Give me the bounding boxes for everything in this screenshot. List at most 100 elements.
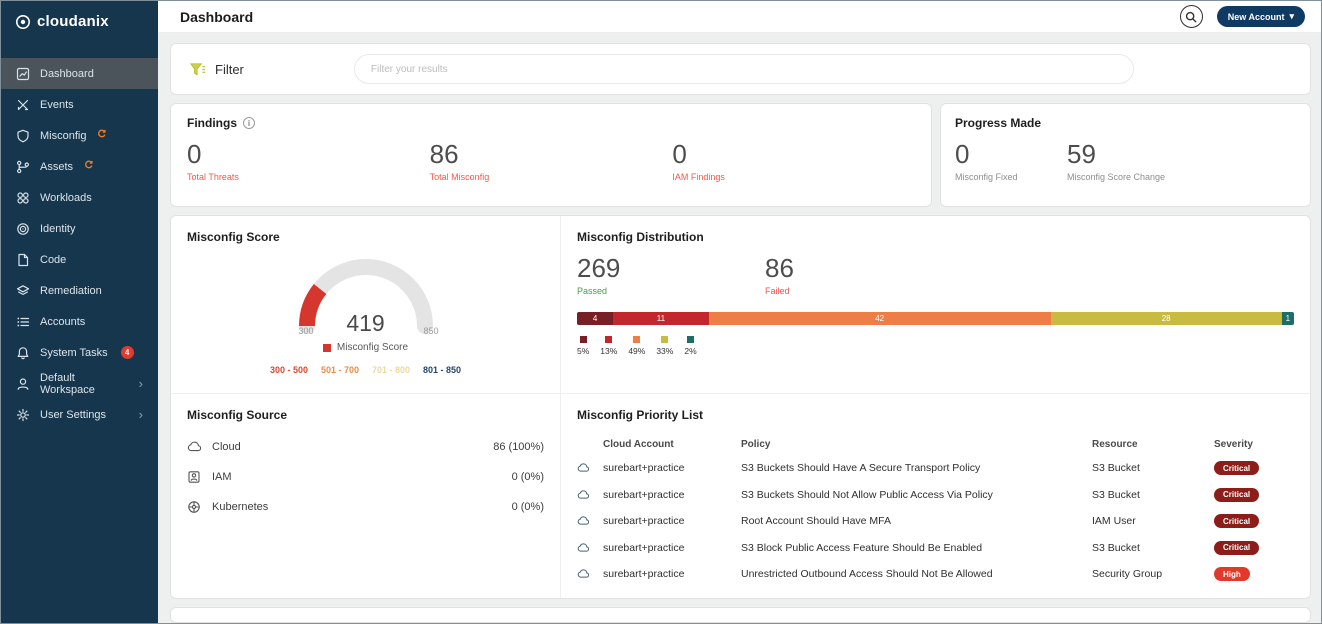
cell-resource: S3 Bucket — [1092, 462, 1140, 475]
misconfig-score-gauge: 300 419 850 — [291, 250, 441, 336]
source-label: IAM — [212, 471, 232, 483]
sidebar-item-events[interactable]: Misconfig Events — [1, 89, 158, 120]
table-row[interactable]: surebart+practice S3 Buckets Should Not … — [577, 482, 1294, 509]
metric-misconfig-fixed: 0 Misconfig Fixed — [955, 140, 1067, 183]
filter-input[interactable] — [353, 54, 1134, 84]
fingerprint-icon — [16, 222, 30, 236]
failed-label: Failed — [765, 286, 790, 297]
misconfig-source-panel: Misconfig Source Cloud 86 (100%) IAM 0 (… — [171, 394, 561, 598]
sidebar-item-label: Workloads — [40, 191, 92, 204]
sidebar-item-label: Misconfig — [40, 129, 87, 142]
gauge-max-label: 850 — [423, 326, 439, 336]
metric-score-change: 59 Misconfig Score Change — [1067, 140, 1179, 183]
legend-item: 13% — [600, 336, 617, 356]
new-account-button[interactable]: New Account ▾ — [1216, 6, 1305, 27]
legend-swatch — [579, 336, 587, 344]
sidebar-item-user-settings[interactable]: User Settings › — [1, 399, 158, 430]
priority-table-header: Cloud Account Policy Resource Severity — [577, 433, 1294, 455]
severity-badge: High — [1214, 567, 1250, 582]
sidebar-item-label: Accounts — [40, 315, 86, 328]
chevron-right-icon: › — [138, 407, 143, 422]
brand-name: cloudanix — [37, 13, 109, 30]
cloud-icon — [187, 440, 203, 454]
legend-swatch — [686, 336, 694, 344]
legend-item: 2% — [684, 336, 697, 356]
dashboard-grid-card: Misconfig Score 300 419 850 Misconfig Sc… — [170, 215, 1311, 599]
cloud-provider-icon — [577, 515, 603, 527]
sidebar-item-identity[interactable]: Identity — [1, 213, 158, 244]
table-row[interactable]: surebart+practice S3 Block Public Access… — [577, 535, 1294, 562]
new-account-label: New Account — [1227, 11, 1285, 22]
legend-swatch — [605, 336, 613, 344]
content: Filter Findings i 0 Total Threats 86 Tot… — [158, 33, 1321, 623]
source-label: Kubernetes — [212, 501, 269, 513]
cell-account: surebart+practice — [603, 568, 685, 581]
gauge-min-label: 300 — [298, 326, 314, 336]
cell-account: surebart+practice — [603, 541, 685, 554]
branch-icon — [16, 160, 30, 174]
sidebar-item-remediation[interactable]: Remediation — [1, 275, 158, 306]
priority-table: Cloud Account Policy Resource Severity s… — [577, 433, 1294, 588]
sidebar-item-label: System Tasks — [40, 346, 108, 359]
sidebar-item-dashboard[interactable]: Dashboard — [1, 58, 158, 89]
funnel-icon — [189, 61, 206, 78]
metric-label: Misconfig Fixed — [955, 172, 1018, 183]
sidebar-item-label: Dashboard — [40, 67, 94, 80]
info-icon[interactable]: i — [243, 117, 255, 129]
progress-card: Progress Made 0 Misconfig Fixed 59 Misco… — [940, 103, 1311, 207]
source-row-iam[interactable]: IAM 0 (0%) — [187, 462, 544, 492]
distribution-legend: 5% 13% 49% 33% 2% — [577, 336, 1294, 356]
source-label: Cloud — [212, 441, 241, 453]
score-ranges: 300 - 500 501 - 700 701 - 800 801 - 850 — [187, 365, 544, 375]
legend-item: 33% — [656, 336, 673, 356]
sidebar-item-misconfig[interactable]: Misconfig — [1, 120, 158, 151]
legend-swatch — [633, 336, 641, 344]
metric-label: Total Misconfig — [429, 172, 490, 183]
cell-resource: S3 Bucket — [1092, 488, 1140, 501]
metric-total-misconfig: 86 Total Misconfig — [429, 139, 673, 183]
cloud-provider-icon — [577, 542, 603, 554]
bar-segment: 1 — [1281, 312, 1294, 326]
score-legend: Misconfig Score — [187, 342, 544, 353]
list-icon — [16, 315, 30, 329]
table-row[interactable]: surebart+practice S3 Buckets Should Have… — [577, 455, 1294, 482]
metric-value: 86 — [429, 139, 459, 169]
findings-card: Findings i 0 Total Threats 86 Total Misc… — [170, 103, 932, 207]
sidebar-item-workloads[interactable]: Workloads — [1, 182, 158, 213]
topbar: Dashboard New Account ▾ — [158, 1, 1321, 33]
sidebar-item-default-workspace[interactable]: Default Workspace › — [1, 368, 158, 399]
sidebar-item-code[interactable]: Code — [1, 244, 158, 275]
table-row[interactable]: surebart+practice Unrestricted Outbound … — [577, 561, 1294, 588]
sidebar-item-system-tasks[interactable]: System Tasks 4 — [1, 337, 158, 368]
misconfig-priority-panel: Misconfig Priority List Cloud Account Po… — [561, 394, 1310, 598]
sidebar-item-accounts[interactable]: Accounts — [1, 306, 158, 337]
cloud-provider-icon — [577, 462, 603, 474]
sidebar-item-assets[interactable]: Assets — [1, 151, 158, 182]
cell-policy: Unrestricted Outbound Access Should Not … — [741, 568, 993, 581]
cell-account: surebart+practice — [603, 488, 685, 501]
metrics-row: Findings i 0 Total Threats 86 Total Misc… — [170, 103, 1311, 207]
kubernetes-icon — [187, 500, 203, 514]
passed-stat: 269 Passed — [577, 254, 765, 297]
source-row-kubernetes[interactable]: Kubernetes 0 (0%) — [187, 492, 544, 522]
metric-label: Misconfig Score Change — [1067, 172, 1166, 183]
gear-icon — [16, 408, 30, 422]
source-row-cloud[interactable]: Cloud 86 (100%) — [187, 432, 544, 462]
refresh-icon — [84, 160, 93, 169]
page-title: Dashboard — [180, 8, 254, 25]
source-value: 0 (0%) — [511, 501, 544, 513]
sidebar: cloudanix Dashboard Misconfig Events Mis… — [1, 1, 158, 623]
misconfig-score-panel: Misconfig Score 300 419 850 Misconfig Sc… — [171, 216, 561, 394]
failed-stat: 86 Failed — [765, 254, 953, 297]
passed-label: Passed — [577, 286, 608, 297]
severity-badge: Critical — [1214, 540, 1260, 555]
main-area: Dashboard New Account ▾ Filter Findings — [158, 1, 1321, 623]
search-icon[interactable] — [1179, 5, 1203, 28]
legend-percent: 5% — [577, 346, 590, 357]
column-header: Resource — [1092, 438, 1138, 450]
table-row[interactable]: surebart+practice Root Account Should Ha… — [577, 508, 1294, 535]
cell-policy: S3 Buckets Should Have A Secure Transpor… — [741, 462, 981, 475]
brand: cloudanix — [1, 1, 158, 40]
iam-icon — [187, 470, 203, 484]
sidebar-item-label: Assets — [40, 160, 74, 173]
